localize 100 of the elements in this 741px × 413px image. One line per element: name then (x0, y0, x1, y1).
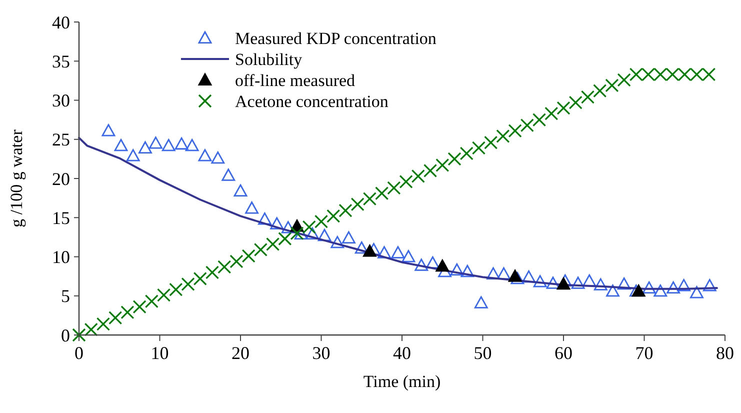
point (450, 263, 464, 276)
point (234, 184, 248, 197)
point (198, 149, 212, 162)
point (314, 214, 328, 228)
point (162, 138, 176, 152)
point (132, 300, 146, 314)
x-tick-label: 40 (393, 343, 411, 363)
point (426, 256, 440, 269)
point (520, 118, 534, 132)
point (102, 124, 116, 136)
point (290, 226, 304, 240)
point (414, 258, 428, 271)
point (474, 296, 488, 308)
point (642, 281, 656, 294)
point (169, 282, 183, 296)
point (362, 192, 376, 206)
point (448, 152, 462, 166)
point (318, 228, 332, 242)
point (532, 113, 546, 127)
point (156, 288, 171, 302)
x-axis-title: Time (min) (363, 372, 441, 391)
y-tick-label: 0 (61, 325, 70, 346)
point (702, 279, 716, 292)
point (120, 306, 134, 320)
x-tick-label: 50 (474, 343, 492, 363)
point (423, 164, 438, 178)
point (363, 244, 376, 257)
x-tick-label: 20 (232, 343, 250, 363)
x-tick-label: 60 (554, 343, 572, 363)
point (378, 246, 391, 258)
x-tick-label: 10 (150, 343, 169, 363)
point (326, 209, 340, 223)
y-tick-label: 20 (52, 168, 70, 189)
point (342, 231, 356, 244)
point (654, 284, 668, 297)
point (546, 276, 560, 289)
point (571, 276, 585, 289)
point (72, 328, 86, 342)
point (556, 101, 570, 115)
point (666, 281, 680, 294)
point (108, 310, 122, 325)
point (472, 141, 486, 155)
point (375, 186, 389, 200)
point (258, 212, 272, 225)
point (114, 138, 128, 152)
point (460, 146, 474, 160)
legend-label: Acetone concentration (235, 92, 389, 111)
point (126, 149, 140, 162)
y-tick-label: 35 (52, 51, 70, 72)
point (508, 124, 522, 138)
point (174, 137, 188, 150)
point (338, 204, 352, 218)
point (270, 217, 284, 230)
point (486, 267, 500, 280)
point (580, 90, 595, 104)
x-tick-label: 70 (635, 343, 654, 363)
point (568, 96, 582, 110)
point (496, 129, 510, 144)
point (556, 277, 570, 290)
point (391, 246, 405, 258)
point (632, 284, 646, 297)
y-tick-label: 30 (52, 90, 70, 111)
point (617, 277, 631, 290)
point (617, 73, 631, 87)
point (354, 241, 368, 254)
point (387, 181, 401, 195)
point (690, 286, 704, 298)
point (497, 267, 510, 280)
point (544, 106, 558, 120)
point (436, 259, 450, 272)
point (593, 84, 607, 98)
y-axis-title: g /100 g water (7, 129, 26, 228)
point (185, 138, 199, 152)
point (242, 249, 256, 263)
point (350, 198, 364, 212)
point (330, 236, 344, 248)
point (193, 272, 207, 286)
x-tick-label: 0 (74, 343, 84, 363)
legend-label: off-line measured (235, 70, 356, 90)
legend-label: Solubility (235, 50, 303, 69)
point (230, 254, 244, 268)
point (402, 250, 416, 262)
point (281, 221, 295, 234)
point (606, 284, 620, 297)
point (510, 272, 524, 284)
point (460, 264, 474, 278)
point (144, 294, 158, 308)
point (218, 260, 232, 274)
point (84, 322, 98, 336)
point (254, 242, 268, 257)
point (605, 78, 619, 92)
point (306, 227, 320, 240)
point (411, 169, 425, 183)
point (677, 279, 691, 292)
point (484, 136, 498, 150)
point (245, 202, 259, 214)
point (533, 275, 547, 288)
point (266, 237, 280, 252)
point (211, 151, 225, 164)
y-tick-label: 5 (61, 286, 70, 306)
